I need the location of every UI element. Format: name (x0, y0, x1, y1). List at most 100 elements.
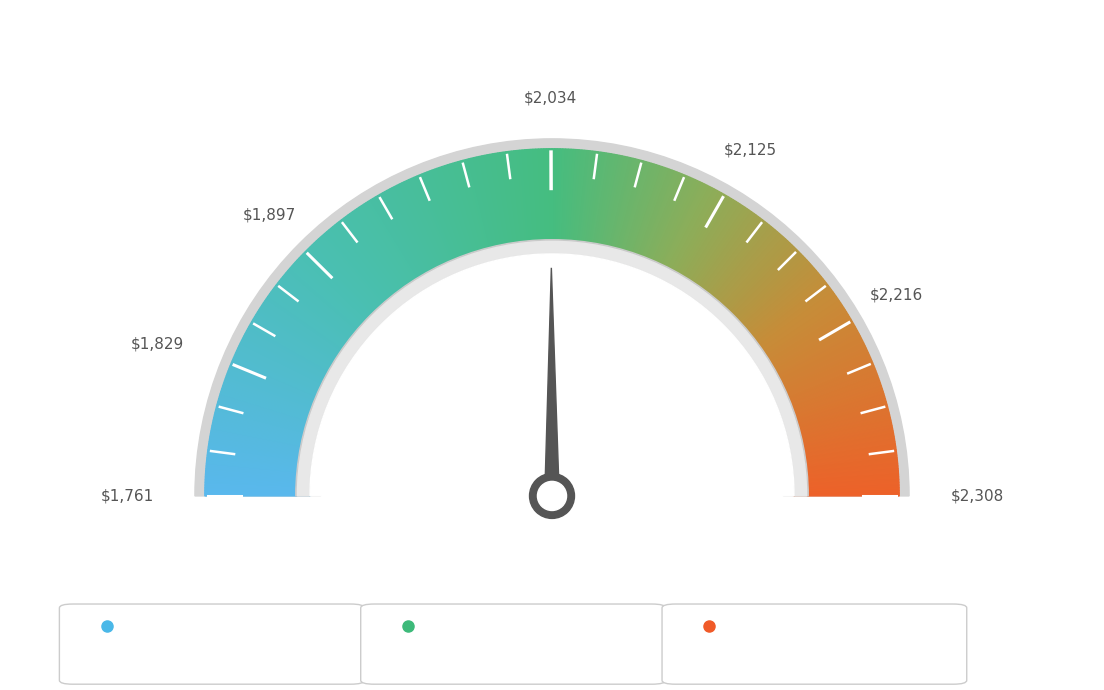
Wedge shape (788, 426, 892, 449)
Wedge shape (262, 303, 351, 364)
Wedge shape (283, 275, 367, 344)
Wedge shape (498, 152, 516, 257)
Wedge shape (708, 230, 777, 313)
Wedge shape (760, 319, 852, 375)
Wedge shape (513, 150, 528, 256)
Wedge shape (541, 149, 546, 255)
Wedge shape (295, 260, 374, 333)
Wedge shape (631, 168, 670, 269)
Wedge shape (240, 343, 336, 391)
Wedge shape (790, 442, 895, 460)
Wedge shape (763, 326, 857, 380)
Wedge shape (649, 179, 694, 276)
Wedge shape (578, 151, 593, 256)
Wedge shape (793, 471, 899, 481)
Wedge shape (400, 183, 447, 279)
Wedge shape (434, 168, 473, 269)
Wedge shape (215, 407, 319, 436)
Wedge shape (705, 228, 775, 311)
Wedge shape (779, 381, 880, 417)
Wedge shape (485, 155, 507, 259)
Wedge shape (361, 204, 421, 294)
Wedge shape (683, 204, 743, 294)
Text: Max Cost: Max Cost (733, 619, 811, 633)
Wedge shape (772, 353, 870, 398)
Wedge shape (646, 176, 690, 275)
Wedge shape (588, 152, 606, 257)
Wedge shape (713, 237, 786, 317)
Wedge shape (369, 200, 426, 291)
Wedge shape (595, 155, 617, 259)
Wedge shape (789, 433, 894, 455)
FancyBboxPatch shape (662, 604, 967, 684)
Wedge shape (327, 230, 396, 313)
Wedge shape (414, 176, 458, 275)
Wedge shape (752, 301, 840, 362)
Wedge shape (643, 174, 684, 273)
Wedge shape (208, 450, 312, 466)
Wedge shape (718, 243, 792, 322)
Wedge shape (339, 220, 405, 305)
Wedge shape (776, 366, 874, 407)
Wedge shape (273, 288, 359, 353)
Wedge shape (567, 150, 576, 255)
Wedge shape (746, 290, 832, 354)
Wedge shape (350, 212, 413, 299)
Wedge shape (487, 155, 509, 259)
Wedge shape (671, 195, 726, 287)
Wedge shape (216, 404, 319, 434)
Wedge shape (784, 402, 887, 432)
Wedge shape (231, 361, 330, 404)
Wedge shape (792, 453, 896, 468)
Wedge shape (219, 397, 321, 428)
Wedge shape (793, 480, 899, 486)
Wedge shape (792, 450, 896, 466)
Wedge shape (715, 241, 789, 320)
Wedge shape (691, 212, 754, 299)
Wedge shape (332, 225, 401, 308)
Wedge shape (346, 215, 410, 302)
Wedge shape (603, 157, 628, 260)
Wedge shape (445, 165, 479, 266)
Wedge shape (460, 160, 490, 263)
Wedge shape (675, 197, 731, 289)
Wedge shape (380, 193, 434, 286)
Wedge shape (667, 190, 719, 284)
Text: ($2,034): ($2,034) (480, 653, 545, 669)
Wedge shape (776, 368, 875, 409)
Wedge shape (681, 203, 741, 293)
Wedge shape (778, 376, 879, 414)
Wedge shape (790, 444, 895, 462)
Wedge shape (651, 179, 698, 277)
Wedge shape (725, 255, 804, 329)
Wedge shape (206, 458, 312, 471)
Wedge shape (236, 348, 333, 395)
Wedge shape (743, 283, 828, 350)
Wedge shape (709, 232, 779, 314)
Wedge shape (658, 184, 708, 280)
Wedge shape (266, 296, 354, 359)
Wedge shape (701, 224, 769, 308)
Wedge shape (268, 294, 355, 357)
Wedge shape (712, 235, 784, 316)
Wedge shape (220, 394, 321, 427)
Wedge shape (264, 301, 352, 362)
Wedge shape (550, 149, 552, 255)
Wedge shape (734, 268, 816, 339)
Wedge shape (288, 268, 370, 339)
Circle shape (530, 473, 574, 518)
Wedge shape (209, 442, 314, 460)
Wedge shape (745, 288, 831, 353)
Wedge shape (673, 196, 729, 288)
Wedge shape (714, 239, 787, 319)
Wedge shape (616, 161, 646, 264)
Wedge shape (778, 373, 878, 413)
Wedge shape (584, 152, 601, 257)
Wedge shape (439, 166, 476, 268)
Text: ($2,308): ($2,308) (782, 653, 847, 669)
Wedge shape (611, 159, 638, 262)
Wedge shape (363, 203, 423, 293)
Wedge shape (310, 245, 385, 323)
Wedge shape (300, 255, 379, 329)
Wedge shape (331, 227, 400, 310)
